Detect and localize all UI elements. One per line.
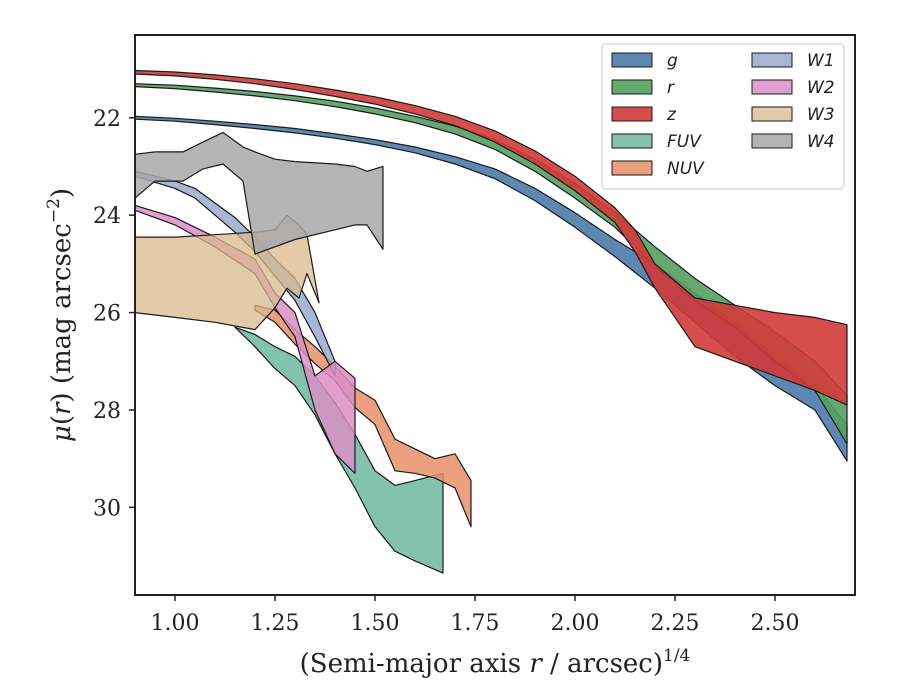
y-axis-label: μ(r) (mag arcsec−2) xyxy=(44,188,77,442)
x-tick-label: 1.25 xyxy=(251,611,300,636)
x-tick-label: 1.50 xyxy=(351,611,400,636)
y-tick-label: 26 xyxy=(93,302,121,327)
y-axis-ticks: 22 24 26 28 30 xyxy=(93,107,135,521)
legend: grz FUV NUV W1 W2 W3 W4 xyxy=(601,43,845,190)
legend-swatch-g xyxy=(611,52,653,68)
x-axis-label: (Semi-major axis r / arcsec)1/4 xyxy=(300,646,691,679)
legend-swatch-w2 xyxy=(751,79,793,95)
y-tick-label: 28 xyxy=(93,399,121,424)
x-tick-label: 1.00 xyxy=(151,611,200,636)
legend-swatch-w1 xyxy=(751,52,793,68)
band-g xyxy=(134,115,848,462)
legend-swatch-nuv xyxy=(611,160,653,176)
x-axis-ticks: 1.00 1.25 1.50 1.75 2.00 2.25 2.50 xyxy=(151,595,800,636)
legend-swatch-r xyxy=(611,79,653,95)
legend-swatch-fuv xyxy=(611,133,653,149)
legend-label-fuv: FUV xyxy=(667,132,702,152)
plot-frame xyxy=(134,34,856,596)
legend-label-w2: W2 xyxy=(807,78,835,98)
legend-label-nuv: NUV xyxy=(667,159,705,179)
x-tick-label: 2.25 xyxy=(651,611,700,636)
legend-label-z: z xyxy=(666,105,677,125)
legend-label-g: g xyxy=(667,51,678,71)
legend-label-r: r xyxy=(667,78,675,98)
legend-label-w4: W4 xyxy=(807,132,835,152)
band-layer xyxy=(134,69,848,574)
band-r xyxy=(134,83,848,445)
legend-swatch-z xyxy=(611,106,653,122)
y-tick-label: 30 xyxy=(93,496,121,521)
x-tick-label: 1.75 xyxy=(451,611,500,636)
legend-swatch-w3 xyxy=(751,106,793,122)
y-tick-label: 24 xyxy=(93,204,121,229)
legend-label-w3: W3 xyxy=(807,105,835,125)
x-tick-label: 2.00 xyxy=(551,611,600,636)
legend-swatch-w4 xyxy=(751,133,793,149)
band-w4 xyxy=(134,131,384,255)
legend-label-w1: W1 xyxy=(807,51,835,71)
x-tick-label: 2.50 xyxy=(751,611,800,636)
band-z xyxy=(134,69,848,406)
y-tick-label: 22 xyxy=(93,107,121,132)
